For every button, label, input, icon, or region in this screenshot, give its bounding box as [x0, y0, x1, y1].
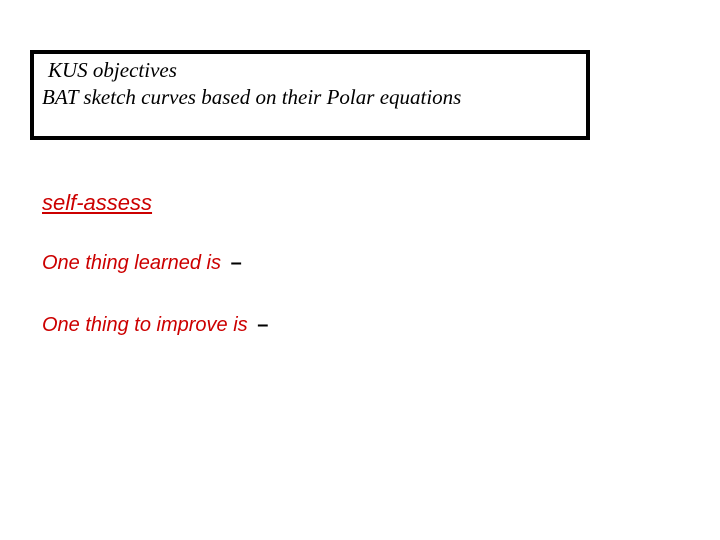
self-assess-heading: self-assess — [42, 190, 152, 216]
objectives-line-1: BAT sketch curves based on their Polar e… — [42, 85, 576, 110]
prompt-improve-text: One thing to improve is — [42, 314, 253, 336]
objectives-box: KUS objectives BAT sketch curves based o… — [30, 50, 590, 140]
slide-page: KUS objectives BAT sketch curves based o… — [0, 0, 720, 540]
objectives-title: KUS objectives — [48, 58, 576, 83]
prompt-learned: One thing learned is – — [42, 252, 242, 275]
prompt-learned-dash: – — [231, 252, 242, 274]
prompt-learned-text: One thing learned is — [42, 252, 227, 274]
prompt-improve-dash: – — [257, 314, 268, 336]
prompt-improve: One thing to improve is – — [42, 314, 268, 337]
